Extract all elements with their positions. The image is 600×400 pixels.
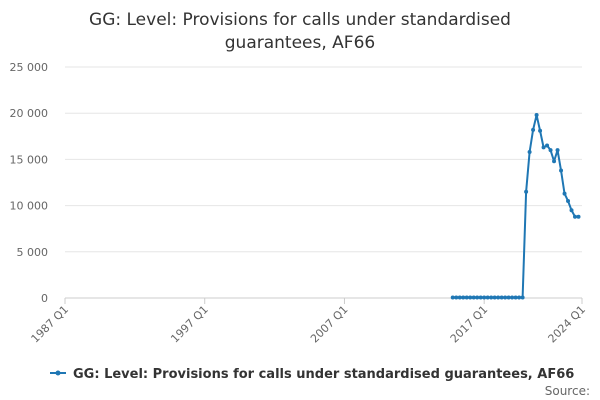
data-point[interactable] [503,295,508,300]
legend-marker-swatch [55,370,61,376]
data-point[interactable] [485,295,490,300]
series-line [452,114,579,299]
x-tick-label: 2017 Q1 [448,303,491,346]
data-point[interactable] [573,214,578,219]
data-point[interactable] [513,295,518,300]
legend-label: GG: Level: Provisions for calls under st… [73,367,574,382]
data-point[interactable] [478,295,483,300]
data-point[interactable] [576,214,581,219]
data-point[interactable] [496,295,501,300]
data-point[interactable] [506,295,511,300]
x-tick-label: 1987 Q1 [29,303,72,346]
data-point[interactable] [520,295,525,300]
x-tick-label: 1997 Q1 [168,303,211,346]
legend[interactable]: GG: Level: Provisions for calls under st… [50,367,574,382]
data-point[interactable] [559,168,564,173]
x-axis: 1987 Q1 1997 Q1 2007 Q1 2017 Q1 2024 Q1 [29,297,589,346]
data-point[interactable] [464,295,469,300]
data-point[interactable] [552,159,557,164]
data-point[interactable] [548,148,553,153]
x-tick-label: 2007 Q1 [308,303,351,346]
data-point[interactable] [457,295,462,300]
data-point[interactable] [555,148,560,153]
y-tick-label: 0 [41,292,48,305]
data-point[interactable] [461,295,466,300]
y-tick-label: 15 000 [10,153,49,166]
data-point[interactable] [566,198,571,203]
source-label: Source: [545,384,590,398]
data-point[interactable] [450,295,455,300]
data-point[interactable] [475,295,480,300]
data-point[interactable] [569,208,574,213]
gridlines [65,66,582,253]
y-axis: 0 5 000 10 000 15 000 20 000 25 000 [10,61,49,305]
series-layer [450,113,581,300]
chart-title-line-2: guarantees, AF66 [225,33,375,53]
y-tick-label: 25 000 [10,61,49,74]
data-point[interactable] [499,295,504,300]
data-point[interactable] [454,295,459,300]
data-point[interactable] [541,145,546,150]
data-point[interactable] [482,295,487,300]
y-tick-label: 20 000 [10,107,49,120]
data-point[interactable] [492,295,497,300]
x-tick-label: 2024 Q1 [546,303,589,346]
data-point[interactable] [562,191,567,196]
data-point[interactable] [510,295,515,300]
data-point[interactable] [489,295,494,300]
data-point[interactable] [517,295,522,300]
data-point[interactable] [534,113,539,118]
data-point[interactable] [538,128,543,133]
chart-title-line-1: GG: Level: Provisions for calls under st… [89,10,511,30]
data-point[interactable] [468,295,473,300]
data-point[interactable] [524,189,529,194]
data-point[interactable] [527,150,532,155]
y-tick-label: 5 000 [17,246,49,259]
data-point[interactable] [531,127,536,132]
data-point[interactable] [545,143,550,148]
data-point[interactable] [471,295,476,300]
y-tick-label: 10 000 [10,200,49,213]
